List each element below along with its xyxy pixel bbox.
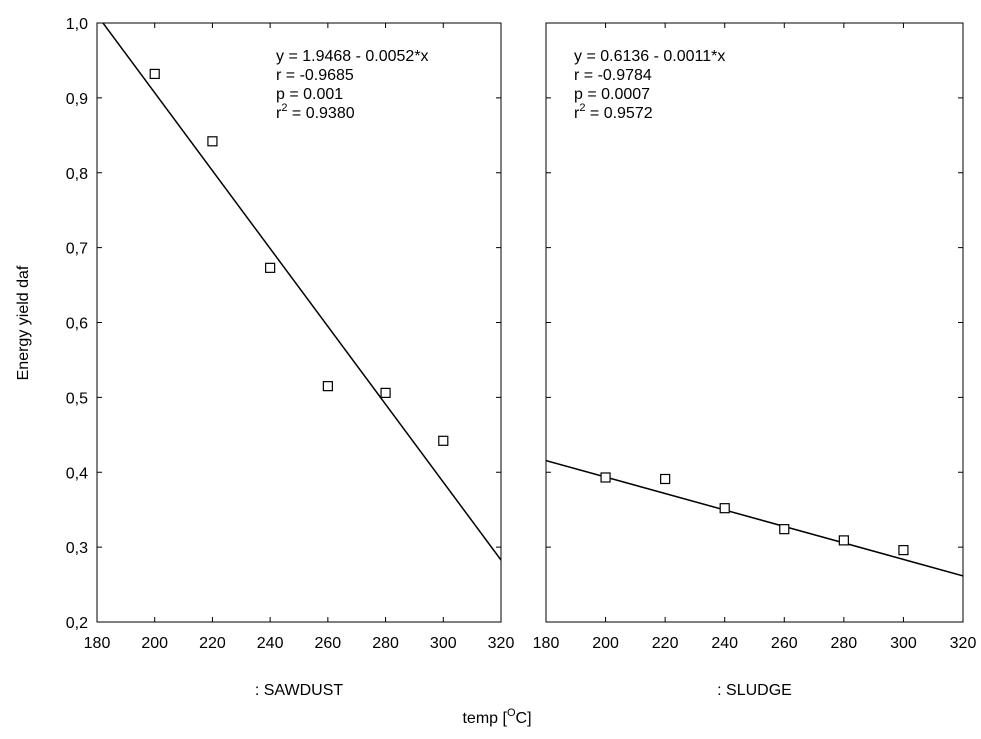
regression-line — [546, 459, 963, 577]
panel-label: : SAWDUST — [255, 682, 344, 699]
data-point — [207, 136, 218, 147]
stats-annotation: r2 = 0.9380 — [276, 102, 355, 122]
x-axis-title: temp [OC] — [462, 707, 531, 727]
data-point — [898, 545, 909, 556]
x-tick-label: 180 — [533, 635, 560, 652]
data-point — [660, 473, 671, 485]
x-tick-label: 220 — [199, 635, 226, 652]
panel-1: 180 200 220 240 260 280 300 320 0,2 0,3 0,4 0,5 0,6 0… — [66, 16, 515, 699]
y-tick-label: 1,0 — [66, 16, 88, 33]
x-tick-label: 320 — [488, 635, 515, 652]
x-tick-label: 180 — [84, 635, 111, 652]
data-point — [779, 524, 790, 535]
data-point — [265, 262, 276, 273]
data-point — [322, 381, 333, 392]
data-point — [380, 387, 391, 398]
y-tick-label: 0,2 — [66, 615, 88, 632]
data-point — [600, 472, 611, 483]
y-tick-label: 0,3 — [66, 540, 88, 557]
x-tick-label: 220 — [652, 635, 679, 652]
data-point — [719, 503, 730, 514]
x-tick-label: 260 — [771, 635, 798, 652]
stats-annotation: y = 1.9468 - 0.0052*x — [276, 48, 429, 65]
y-tick-label: 0,9 — [66, 91, 88, 108]
stats-annotation: p = 0.0007 — [574, 86, 650, 103]
y-axis-title: Energy yield daf — [15, 265, 32, 380]
regression-line — [102, 23, 501, 561]
data-point — [838, 535, 849, 546]
x-tick-label: 300 — [430, 635, 457, 652]
panel-2: 180 200 220 240 260 280 300 320 y = 0.6136 - 0.0… — [533, 22, 977, 699]
x-tick-label: 280 — [831, 635, 858, 652]
x-tick-label: 320 — [950, 635, 977, 652]
panel-label: : SLUDGE — [717, 682, 792, 699]
stats-annotation: r = -0.9685 — [276, 67, 354, 84]
x-tick-label: 300 — [890, 635, 917, 652]
stats-annotation: p = 0.001 — [276, 86, 343, 103]
y-tick-label: 0,7 — [66, 241, 88, 258]
x-tick-label: 240 — [711, 635, 738, 652]
x-tick-label: 200 — [141, 635, 168, 652]
x-tick-label: 260 — [315, 635, 342, 652]
y-tick-label: 0,8 — [66, 166, 88, 183]
y-tick-label: 0,4 — [66, 465, 88, 482]
y-tick-label: 0,6 — [66, 316, 88, 333]
x-tick-label: 200 — [592, 635, 619, 652]
x-tick-label: 240 — [257, 635, 284, 652]
data-point — [149, 68, 160, 80]
y-tick-label: 0,5 — [66, 390, 88, 407]
data-point — [438, 435, 449, 446]
stats-annotation: r = -0.9784 — [574, 67, 652, 84]
x-tick-label: 280 — [372, 635, 399, 652]
stats-annotation: y = 0.6136 - 0.0011*x — [574, 48, 725, 65]
stats-annotation: r2 = 0.9572 — [574, 102, 653, 122]
